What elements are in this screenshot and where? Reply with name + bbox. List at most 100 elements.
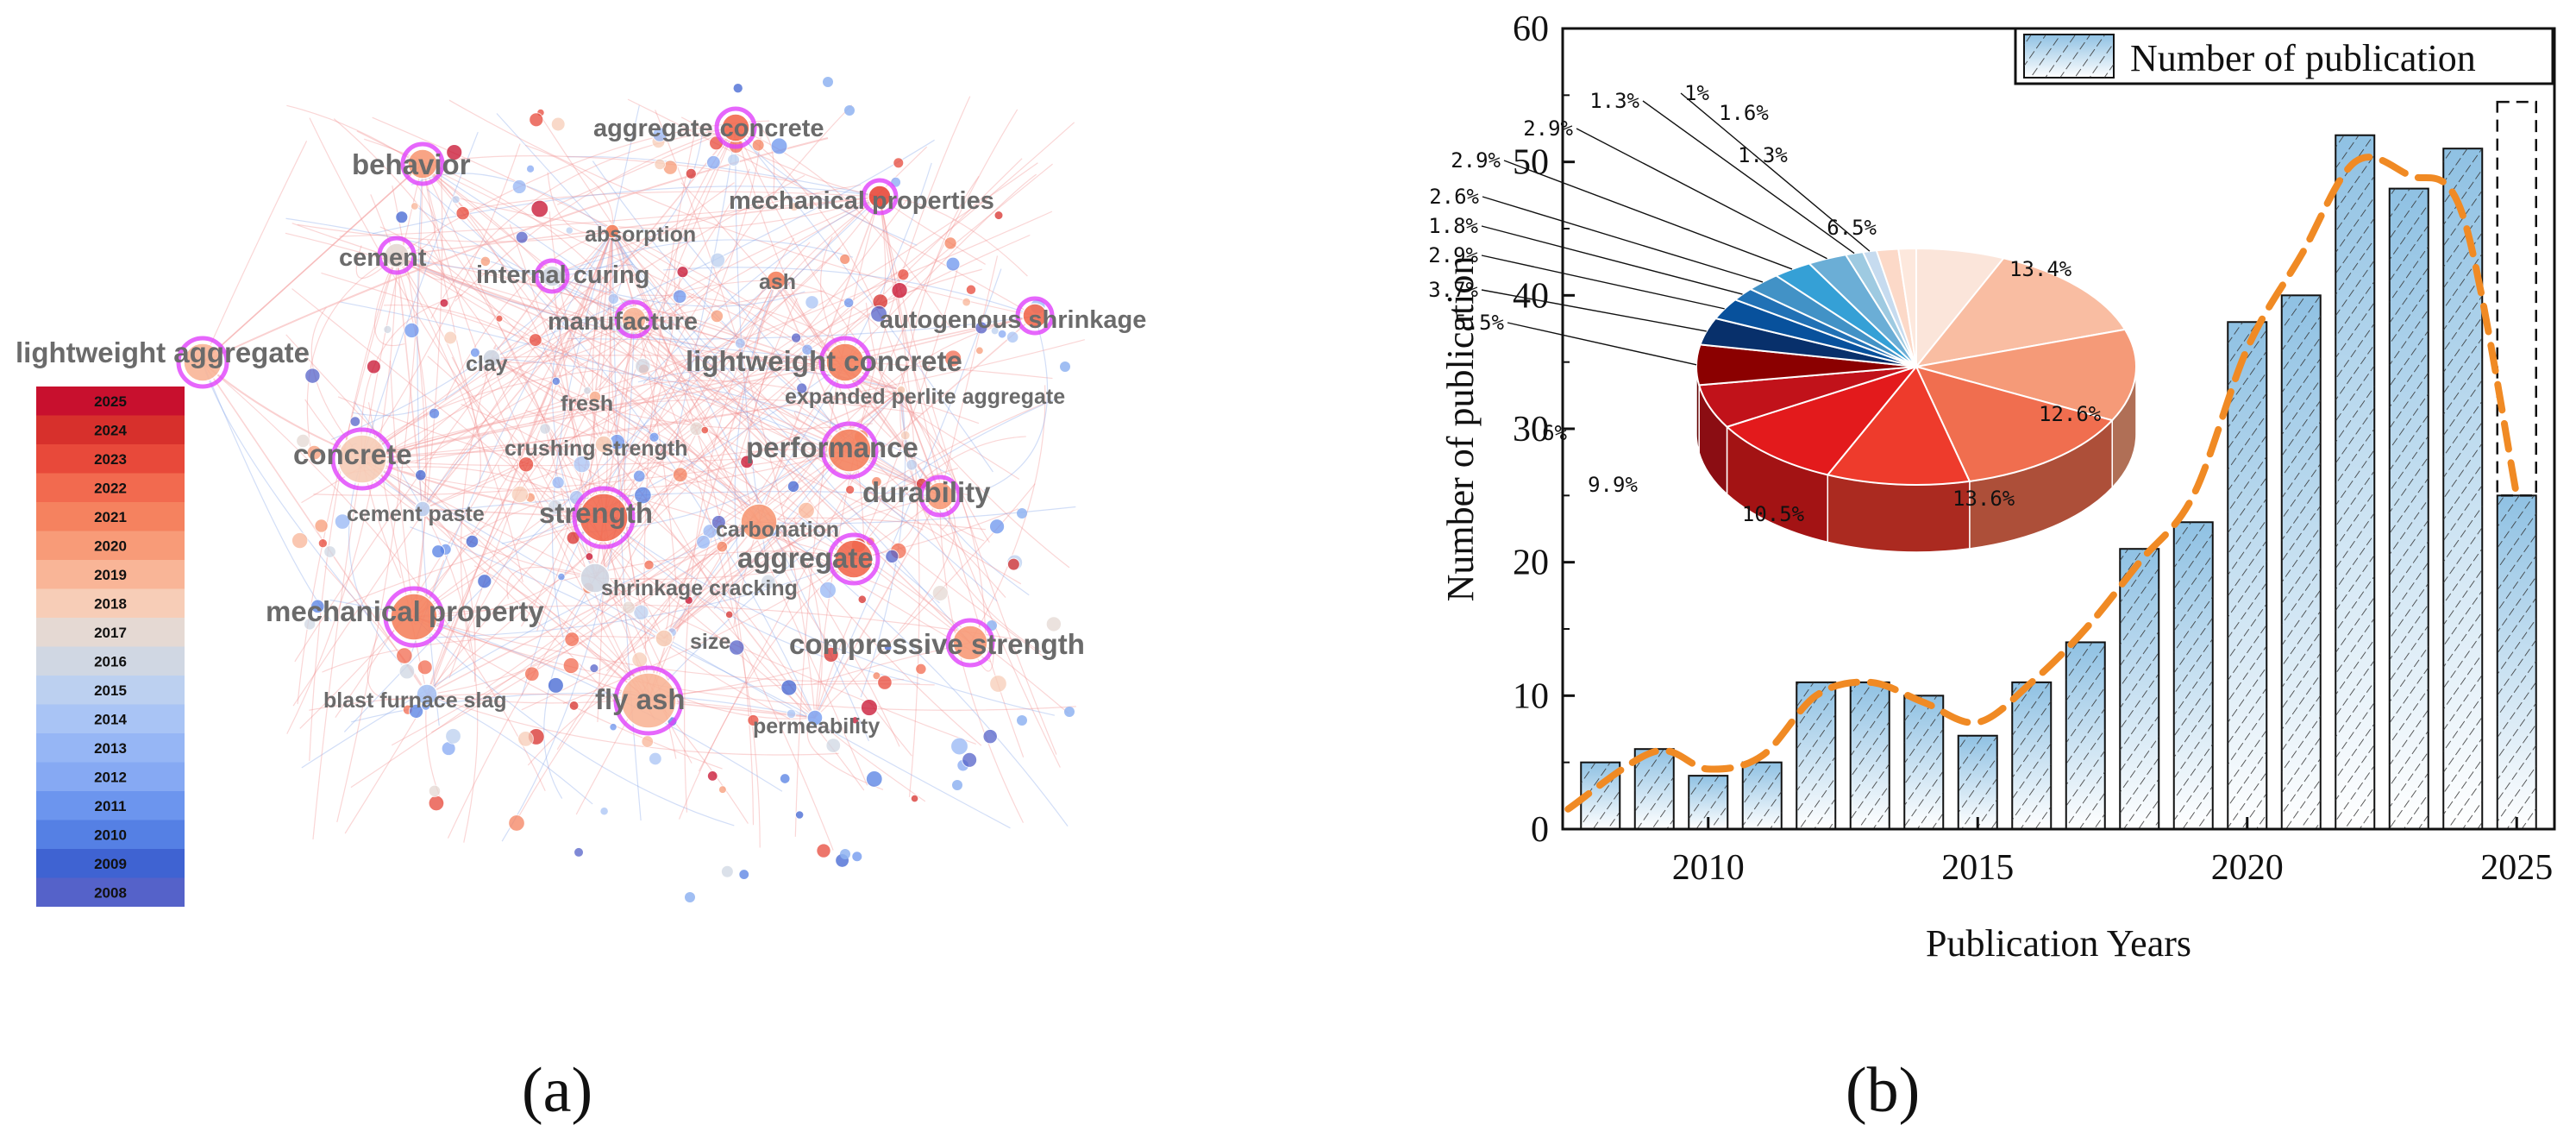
node-circle [925, 481, 955, 511]
bar-hatch [2173, 522, 2213, 829]
network-edge [735, 127, 952, 330]
network-dot [988, 519, 1006, 535]
network-dot [790, 332, 802, 343]
network-edge [322, 635, 665, 673]
network-edge [814, 96, 971, 719]
network-dot [965, 284, 977, 296]
network-edge [536, 127, 736, 632]
network-dot [900, 430, 911, 441]
network-edge [361, 458, 749, 824]
pie-leader [1576, 128, 1827, 260]
pie-leader [1503, 160, 1793, 270]
node-label: lightweight aggregate [16, 336, 310, 368]
network-dot [720, 864, 734, 878]
network-edge [983, 315, 1049, 491]
pie-slice-wall [1827, 474, 1971, 553]
network-dot [477, 574, 492, 589]
network-edge [361, 290, 824, 460]
network-edge [594, 158, 1023, 579]
network-edge [594, 198, 909, 579]
node-circle [868, 185, 892, 209]
node-circle [620, 672, 677, 729]
network-dot [711, 514, 726, 530]
legend-label: Number of publication [2130, 37, 2476, 79]
network-edge [849, 109, 1018, 451]
node-label: mechanical properties [729, 187, 994, 215]
network-dot [805, 295, 819, 310]
network-dot [573, 455, 591, 474]
network-edge [413, 151, 443, 618]
network-edge [426, 694, 593, 805]
network-dot [564, 632, 580, 647]
keyword-network-panel: aggregate concrete behavior mechanical pro… [0, 0, 1259, 1144]
timeline-swatch [36, 877, 185, 907]
network-dot [428, 407, 441, 419]
bar-hatch [1850, 682, 1890, 829]
network-edge [814, 717, 926, 802]
node-circle [588, 390, 602, 404]
network-edge [551, 275, 971, 496]
network-dot [314, 519, 329, 533]
network-edge [413, 122, 1075, 618]
network-dot [479, 255, 492, 267]
network-node: size [655, 629, 730, 654]
network-edge [521, 449, 850, 711]
network-edge [413, 616, 1076, 711]
node-circle [655, 629, 674, 648]
network-edge [521, 280, 777, 695]
network-dot [1045, 616, 1062, 632]
network-edge [422, 155, 798, 183]
network-dot [404, 322, 420, 339]
timeline-year: 2025 [94, 393, 127, 410]
x-tick-label: 2010 [1672, 848, 1745, 888]
y-tick-label: 60 [1513, 9, 1549, 49]
node-label: durability [862, 476, 991, 508]
network-edge [543, 577, 596, 799]
network-edge [202, 361, 332, 622]
bar-hatch [2497, 495, 2536, 829]
network-edge [594, 230, 613, 398]
network-edge [900, 175, 980, 391]
node-circle [952, 625, 988, 661]
network-dot [583, 386, 592, 395]
network-dot [622, 600, 636, 615]
y-tick-label: 20 [1513, 544, 1549, 583]
network-edge [396, 255, 850, 451]
network-edge [202, 163, 423, 363]
network-edge [413, 616, 905, 682]
network-edge [663, 162, 932, 639]
network-edge [426, 146, 928, 695]
network-edge [758, 521, 912, 757]
network-dot [599, 807, 609, 816]
network-edge [879, 196, 1057, 755]
network-edge [330, 230, 613, 441]
node-circle [896, 385, 906, 395]
network-node: mechanical properties [729, 178, 994, 216]
network-edge [413, 530, 605, 618]
bar-series [1580, 100, 2537, 831]
network-edge [422, 163, 1022, 585]
network-edge [396, 255, 481, 484]
network-edge [426, 163, 1053, 695]
network-edge [551, 275, 805, 307]
node-circle [825, 343, 865, 382]
network-edge [335, 230, 613, 719]
network-dot [718, 785, 727, 795]
node-halo [945, 618, 995, 668]
network-dot [451, 195, 461, 204]
network-dot [529, 112, 544, 128]
pie-value-label: 1.3% [1738, 143, 1788, 167]
network-dot [685, 167, 697, 179]
timeline-year: 2018 [94, 595, 127, 612]
network-edge [396, 255, 633, 272]
network-edge [361, 399, 924, 460]
network-dot [557, 572, 566, 581]
network-dot [676, 266, 689, 279]
network-dot [1006, 330, 1019, 344]
network-dot [672, 467, 688, 483]
network-edge [533, 230, 613, 422]
pie-value-label: 2.9% [1451, 148, 1501, 173]
pie-value-label: 1.6% [1719, 101, 1769, 125]
network-dot [860, 699, 878, 717]
